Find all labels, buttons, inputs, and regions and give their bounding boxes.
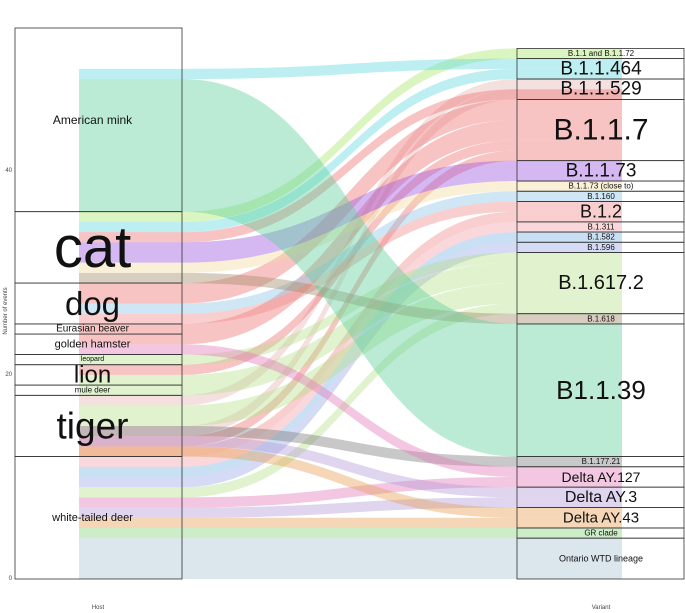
flow-band [79, 527, 622, 539]
flow-band [79, 283, 622, 426]
flow-band [79, 232, 622, 477]
y-tick-label: 20 [5, 372, 12, 378]
flow-band [79, 344, 622, 477]
variant-label: B.1.311 [588, 222, 616, 231]
host-label: dog [65, 285, 120, 322]
flow-band [79, 252, 622, 365]
variant-label: B.1.617.2 [558, 272, 644, 294]
flow-band [79, 150, 622, 447]
variant-label: B.1.596 [587, 243, 615, 252]
flow-band [79, 119, 622, 335]
flow-band [79, 79, 622, 406]
flow-band [79, 89, 622, 243]
variant-label: B.1.1.73 (close to) [569, 182, 634, 191]
variant-label: B.1.582 [587, 233, 615, 242]
variant-label: Delta AY.3 [565, 489, 637, 506]
variant-label: B.1.160 [587, 192, 615, 201]
host-label: leopard [81, 356, 104, 363]
flow-band [79, 130, 622, 345]
flow-band [79, 446, 622, 518]
flow-band [79, 181, 622, 273]
variant-label: B.1.1.529 [560, 79, 641, 100]
flow-band [79, 68, 622, 233]
host-strata: white-tailed deer tiger mule deerlionleopa… [14, 27, 183, 580]
flow-band [79, 89, 622, 437]
flow-band [79, 140, 622, 375]
flow-layer [79, 48, 622, 579]
flow-band [79, 242, 622, 488]
flow-band [79, 48, 622, 222]
variant-label: Delta AY.127 [562, 469, 641, 485]
host-label: mule deer [75, 386, 111, 395]
variant-label: Delta AY.43 [563, 509, 639, 526]
flow-band [79, 538, 622, 579]
flow-band [79, 201, 622, 324]
flow-band [79, 262, 622, 386]
variant-label: B.1.177.21 [582, 457, 621, 466]
variant-label: B.1.1.73 [566, 160, 637, 181]
host-label: tiger [57, 405, 129, 446]
host-label: lion [74, 361, 111, 388]
flow-band [79, 160, 622, 263]
flow-band [79, 272, 622, 324]
flow-band [79, 425, 622, 467]
variant-label: Ontario WTD lineage [559, 554, 643, 564]
flow-band [79, 79, 622, 457]
flow-band [79, 191, 622, 314]
host-label: golden hamster [55, 338, 131, 350]
y-tick-label: 40 [5, 168, 12, 174]
host-label: American mink [53, 113, 133, 127]
variant-label: GR clade [584, 529, 618, 538]
host-label: Eurasian beaver [56, 324, 129, 335]
x-axis-label-host: Host [92, 605, 105, 611]
flow-band [79, 221, 622, 467]
variant-stratum [516, 48, 685, 60]
flow-band [79, 272, 622, 396]
flow-band [79, 497, 622, 518]
variant-strata: Ontario WTD lineage GR clade Delta AY.43 De… [516, 48, 685, 580]
flow-band [79, 436, 622, 498]
variant-label: B1.1.39 [556, 375, 646, 405]
y-axis-label: Number of events [3, 287, 9, 334]
flow-band [79, 303, 622, 498]
host-stratum [14, 27, 183, 213]
host-label: cat [54, 215, 131, 280]
variant-label: B.1.2 [580, 202, 622, 222]
flow-band [79, 476, 622, 508]
variant-label: B.1.1.464 [560, 58, 642, 79]
x-axis-label-variant: Variant [592, 605, 611, 611]
flow-band [79, 58, 622, 80]
flow-band [79, 99, 622, 304]
flow-band [79, 211, 622, 457]
y-tick-label: 0 [9, 576, 13, 582]
variant-label: B.1.618 [587, 314, 615, 323]
variant-label: B.1.1.7 [553, 114, 648, 147]
y-axis: 0 20 40 [5, 168, 12, 582]
flow-band [79, 517, 622, 528]
host-label: white-tailed deer [51, 512, 133, 524]
variant-label: B.1.1 and B.1.1.72 [568, 49, 635, 58]
